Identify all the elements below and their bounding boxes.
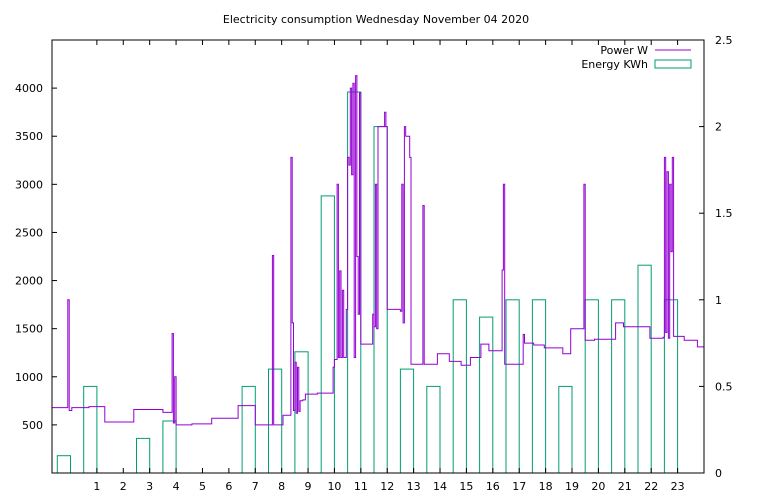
energy-bar [452,299,467,474]
legend: Power W Energy KWh [581,44,692,71]
y-tick-label: 1000 [15,371,43,384]
x-tick-label: 9 [305,480,312,493]
y-tick-label: 2500 [15,226,43,239]
x-tick-label: 12 [380,480,394,493]
y2-tick-label: 2 [715,121,722,134]
energy-bar [136,437,151,474]
energy-bar [611,299,626,474]
legend-label-energy: Energy KWh [581,58,648,71]
energy-bar [558,385,573,474]
y2-tick-label: 1 [715,294,722,307]
x-tick-label: 6 [225,480,232,493]
x-tick-label: 10 [327,480,341,493]
y2-tick-label: 0 [715,467,722,480]
x-tick-label: 21 [618,480,632,493]
x-tick-label: 22 [644,480,658,493]
legend-swatch-energy [654,59,692,69]
chart-title: Electricity consumption Wednesday Novemb… [223,13,529,26]
power-line [52,75,704,426]
x-tick-label: 16 [486,480,500,493]
energy-bar [320,195,335,474]
energy-bar [637,264,652,474]
x-tick-label: 23 [671,480,685,493]
x-tick-label: 7 [252,480,259,493]
legend-label-power: Power W [600,44,648,57]
x-tick-label: 19 [565,480,579,493]
x-tick-label: 4 [173,480,180,493]
energy-bar [294,351,309,474]
x-axis: 1 2 3 4 5 6 7 8 9 10 11 12 13 14 15 16 17 18 19 20 21 22 23 [93,40,685,493]
x-tick-label: 14 [433,480,447,493]
y-tick-label: 4000 [15,82,43,95]
x-tick-label: 15 [459,480,473,493]
energy-bar [505,299,520,474]
y-tick-label: 1500 [15,323,43,336]
y-tick-label: 3000 [15,178,43,191]
energy-bar [83,385,98,474]
energy-bar [584,299,599,474]
x-tick-label: 18 [539,480,553,493]
y-axis-right: 0 0.5 1 1.5 2 2.5 [699,34,733,480]
y-axis-left: 500 1000 1500 2000 2500 3000 3500 4000 [15,82,57,432]
x-tick-label: 1 [93,480,100,493]
energy-bars [56,91,679,474]
energy-bar [241,385,256,474]
x-tick-label: 2 [120,480,127,493]
x-tick-label: 8 [278,480,285,493]
y2-tick-label: 0.5 [715,380,733,393]
x-tick-label: 20 [591,480,605,493]
plot-frame [51,39,705,474]
energy-bar [373,126,388,474]
x-tick-label: 3 [146,480,153,493]
energy-bar [531,299,547,474]
energy-bar [268,368,283,474]
y2-tick-label: 2.5 [715,34,733,47]
x-tick-label: 13 [407,480,421,493]
y-tick-label: 3500 [15,130,43,143]
energy-bar [663,299,679,474]
y-tick-label: 500 [22,419,43,432]
energy-bar [162,420,177,474]
energy-bar [479,316,494,474]
y2-tick-label: 1.5 [715,207,733,220]
energy-bar [399,368,415,474]
y-tick-label: 2000 [15,275,43,288]
energy-bar [426,385,441,474]
x-tick-label: 5 [199,480,206,493]
x-tick-label: 11 [354,480,368,493]
x-tick-label: 17 [512,480,526,493]
energy-bar [56,455,71,474]
